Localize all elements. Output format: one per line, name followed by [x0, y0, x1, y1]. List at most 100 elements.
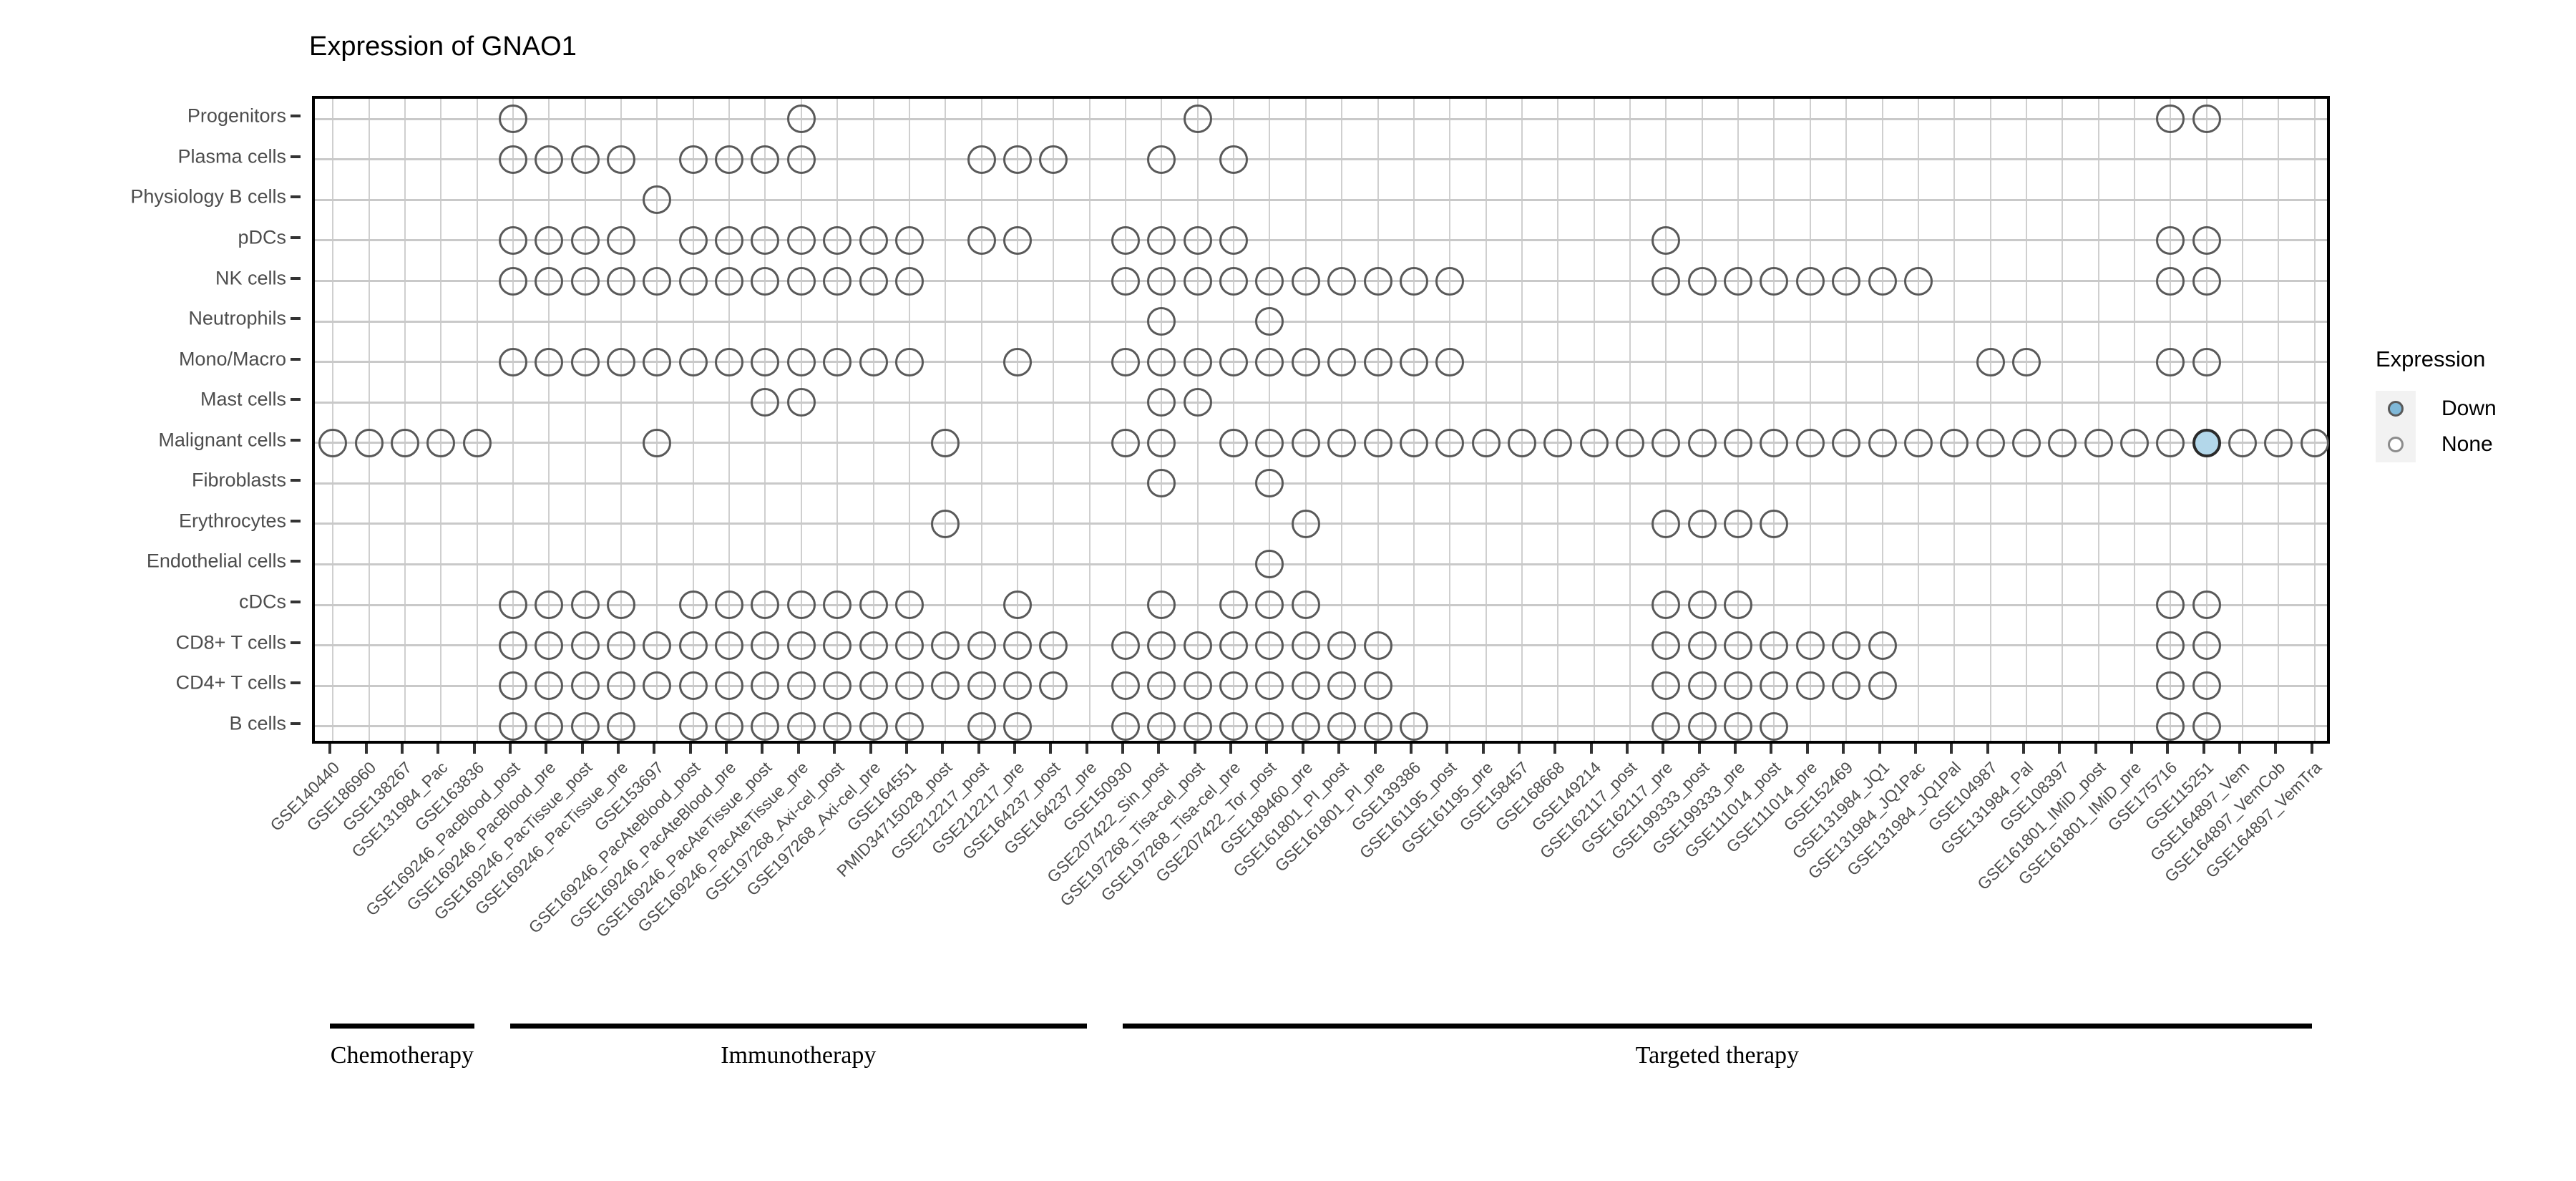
expression-dot[interactable] [2156, 711, 2185, 741]
expression-dot[interactable] [1255, 671, 1284, 701]
expression-dot[interactable] [1039, 145, 1068, 174]
expression-dot[interactable] [786, 671, 816, 701]
expression-dot[interactable] [1002, 671, 1032, 701]
expression-dot[interactable] [894, 671, 924, 701]
expression-dot[interactable] [1255, 590, 1284, 620]
expression-dot[interactable] [2300, 428, 2329, 457]
expression-dot[interactable] [426, 428, 456, 457]
expression-dot[interactable] [1652, 590, 1681, 620]
expression-dot[interactable] [751, 225, 780, 255]
expression-dot[interactable] [1255, 711, 1284, 741]
legend-item[interactable]: Down [2376, 391, 2576, 427]
expression-dot[interactable] [2084, 428, 2113, 457]
expression-dot[interactable] [1363, 347, 1392, 376]
expression-dot[interactable] [643, 631, 672, 660]
expression-dot[interactable] [1219, 145, 1249, 174]
expression-dot[interactable] [1147, 347, 1176, 376]
expression-dot[interactable] [535, 347, 564, 376]
expression-dot[interactable] [678, 266, 708, 296]
expression-dot[interactable] [498, 266, 527, 296]
expression-dot[interactable] [1327, 711, 1357, 741]
expression-dot[interactable] [1652, 428, 1681, 457]
expression-dot[interactable] [1111, 671, 1141, 701]
expression-dot[interactable] [1255, 631, 1284, 660]
expression-dot[interactable] [2192, 590, 2221, 620]
expression-dot[interactable] [1795, 428, 1825, 457]
expression-dot[interactable] [1147, 469, 1176, 498]
expression-dot[interactable] [1147, 711, 1176, 741]
expression-dot[interactable] [931, 509, 960, 538]
expression-dot[interactable] [1219, 428, 1249, 457]
expression-dot[interactable] [1652, 509, 1681, 538]
expression-dot[interactable] [2156, 266, 2185, 296]
expression-dot[interactable] [751, 388, 780, 417]
expression-dot[interactable] [1111, 225, 1141, 255]
expression-dot[interactable] [1543, 428, 1573, 457]
expression-dot[interactable] [643, 428, 672, 457]
expression-dot[interactable] [931, 671, 960, 701]
expression-dot[interactable] [751, 631, 780, 660]
expression-dot[interactable] [1111, 428, 1141, 457]
legend-item[interactable]: None [2376, 427, 2576, 462]
expression-dot[interactable] [535, 225, 564, 255]
expression-dot[interactable] [823, 711, 852, 741]
expression-dot[interactable] [1724, 428, 1753, 457]
expression-dot[interactable] [931, 631, 960, 660]
expression-dot[interactable] [1111, 631, 1141, 660]
expression-dot[interactable] [967, 145, 996, 174]
expression-dot[interactable] [1219, 671, 1249, 701]
expression-dot[interactable] [1435, 347, 1465, 376]
expression-dot[interactable] [823, 347, 852, 376]
expression-dot[interactable] [1147, 590, 1176, 620]
expression-dot[interactable] [751, 590, 780, 620]
expression-dot[interactable] [967, 671, 996, 701]
expression-dot[interactable] [678, 711, 708, 741]
expression-dot[interactable] [678, 225, 708, 255]
expression-dot[interactable] [1291, 590, 1320, 620]
expression-dot[interactable] [859, 671, 888, 701]
expression-dot[interactable] [1832, 266, 1861, 296]
expression-dot[interactable] [2192, 428, 2221, 457]
expression-dot[interactable] [1363, 631, 1392, 660]
expression-dot[interactable] [1976, 347, 2005, 376]
expression-dot[interactable] [823, 266, 852, 296]
expression-dot[interactable] [1903, 266, 1933, 296]
expression-dot[interactable] [2192, 631, 2221, 660]
expression-dot[interactable] [1471, 428, 1501, 457]
expression-dot[interactable] [1868, 266, 1897, 296]
expression-dot[interactable] [2228, 428, 2258, 457]
expression-dot[interactable] [967, 711, 996, 741]
expression-dot[interactable] [643, 266, 672, 296]
expression-dot[interactable] [570, 631, 600, 660]
expression-dot[interactable] [715, 590, 744, 620]
expression-dot[interactable] [1652, 671, 1681, 701]
expression-dot[interactable] [1111, 347, 1141, 376]
expression-dot[interactable] [894, 347, 924, 376]
expression-dot[interactable] [1219, 590, 1249, 620]
expression-dot[interactable] [715, 347, 744, 376]
expression-dot[interactable] [1255, 550, 1284, 579]
expression-dot[interactable] [1724, 509, 1753, 538]
expression-dot[interactable] [715, 631, 744, 660]
expression-dot[interactable] [1903, 428, 1933, 457]
expression-dot[interactable] [1832, 428, 1861, 457]
expression-dot[interactable] [462, 428, 492, 457]
expression-dot[interactable] [823, 590, 852, 620]
expression-dot[interactable] [1147, 631, 1176, 660]
expression-dot[interactable] [1039, 671, 1068, 701]
expression-dot[interactable] [2156, 225, 2185, 255]
expression-dot[interactable] [751, 145, 780, 174]
expression-dot[interactable] [2192, 105, 2221, 134]
expression-dot[interactable] [1291, 347, 1320, 376]
expression-dot[interactable] [894, 590, 924, 620]
expression-dot[interactable] [1868, 428, 1897, 457]
expression-dot[interactable] [1868, 631, 1897, 660]
expression-dot[interactable] [967, 225, 996, 255]
expression-dot[interactable] [498, 105, 527, 134]
expression-dot[interactable] [786, 590, 816, 620]
expression-dot[interactable] [1652, 631, 1681, 660]
expression-dot[interactable] [570, 671, 600, 701]
expression-dot[interactable] [786, 347, 816, 376]
expression-dot[interactable] [1795, 671, 1825, 701]
expression-dot[interactable] [859, 631, 888, 660]
